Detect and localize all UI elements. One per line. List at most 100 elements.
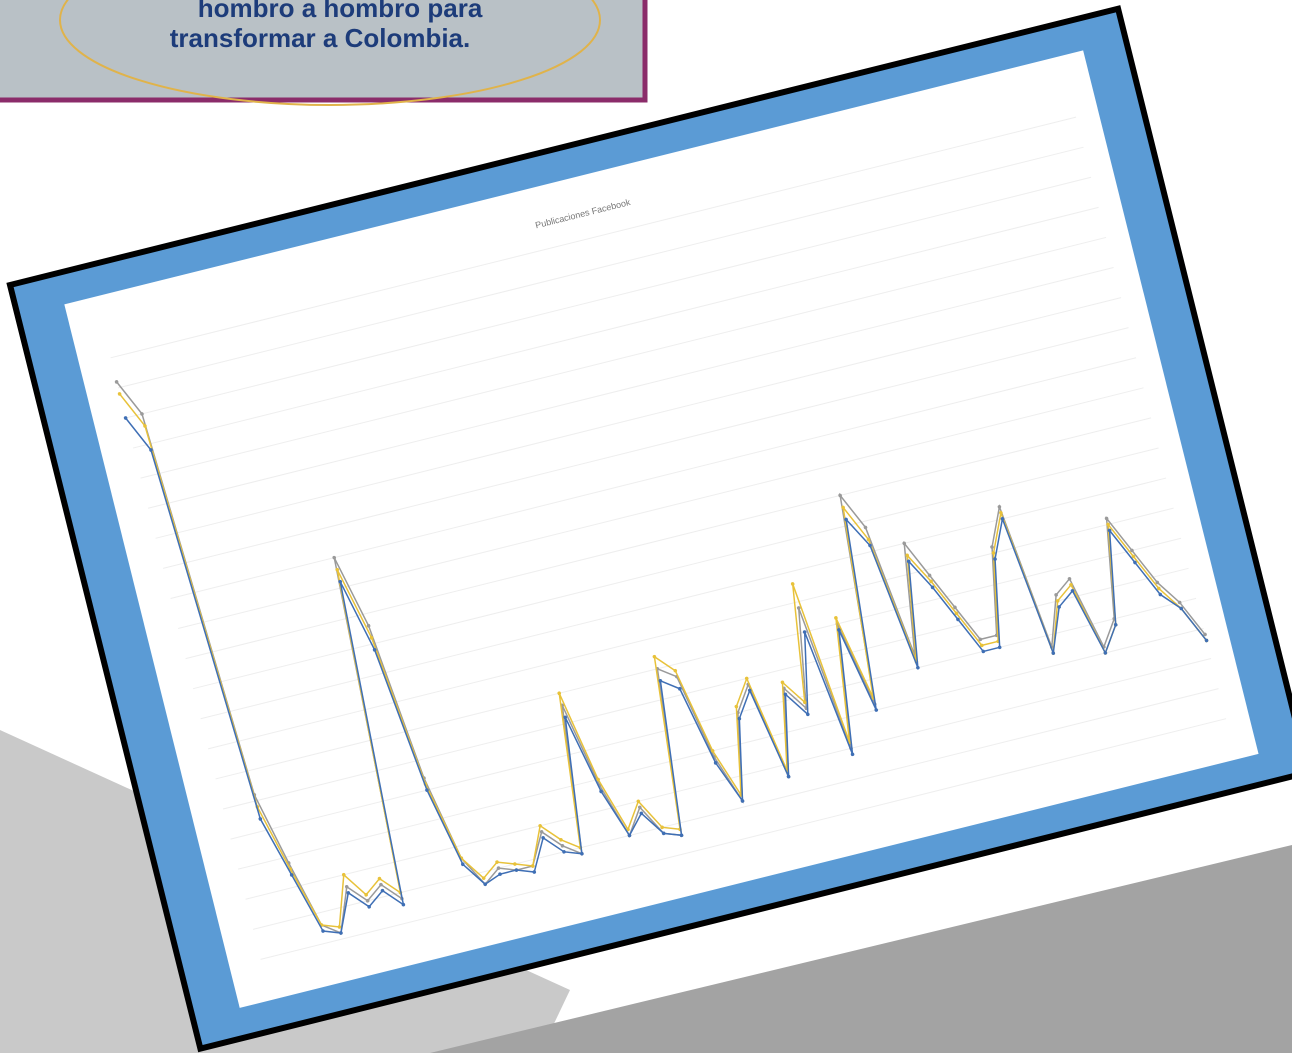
point [140,412,144,416]
slogan-line: hombro a hombro para [198,0,483,23]
point [258,817,263,821]
point [513,862,517,866]
point [747,688,752,693]
point [956,617,960,622]
point [916,665,920,670]
point [837,628,841,632]
point [737,716,742,721]
point [532,870,537,874]
point [339,931,343,935]
grid-line [155,297,1122,539]
point [1113,622,1118,627]
point [289,873,294,877]
point [927,573,932,578]
photo-ring [59,0,601,106]
point [1130,548,1134,553]
point [639,811,644,816]
point [481,876,486,881]
point [838,493,842,498]
point [997,505,1002,509]
series-line [125,417,1208,934]
point [803,700,807,705]
point [783,692,788,697]
point [780,680,785,685]
point [850,752,855,757]
point [538,824,542,828]
point [1067,577,1072,581]
point [997,645,1002,650]
grid-line [147,267,1114,509]
point [379,882,383,887]
point [117,392,122,396]
chart-area [64,50,1259,1008]
point [1131,554,1136,559]
point [559,837,563,842]
point [999,511,1003,515]
point [425,788,429,792]
point [902,541,907,546]
point [806,712,810,717]
grey-shape [430,845,1292,1053]
point [563,715,568,720]
grid-line [237,627,1204,870]
point [740,799,745,803]
point [868,543,872,548]
point [841,505,845,510]
point [796,606,801,610]
point [636,799,641,804]
point [790,582,795,586]
point [321,929,325,933]
grid-line [170,357,1137,599]
point [906,559,911,564]
point [114,380,119,384]
point [652,654,657,659]
point [744,676,749,681]
grid-line [200,477,1167,720]
point [1070,589,1075,593]
point [149,448,153,452]
point [834,616,838,620]
point [627,833,632,838]
point [599,789,603,794]
point [660,825,664,830]
grid-line [260,718,1227,960]
point [929,579,933,584]
point [1203,632,1207,637]
point [377,876,382,881]
point [1054,593,1058,597]
point [1057,605,1061,609]
point [930,585,935,590]
grid-line [132,206,1099,449]
point [580,851,584,856]
grid-line [140,236,1107,479]
point [1103,651,1108,655]
point [143,424,147,428]
point [1106,522,1110,527]
point [1133,560,1137,565]
point [337,925,342,929]
point [1179,606,1183,611]
point [954,611,959,616]
point [344,885,349,889]
point [1000,517,1005,521]
point [401,902,406,907]
point [366,623,371,628]
point [1069,583,1073,587]
point [596,777,600,782]
point [863,525,868,530]
point [557,691,562,696]
point [980,643,984,648]
point [530,864,535,868]
point [483,882,487,887]
grid-line [230,597,1197,840]
point [710,749,715,753]
point [332,555,337,560]
point [626,827,630,832]
point [365,898,370,903]
point [981,649,986,654]
point [539,830,544,834]
point [638,805,642,810]
grid-line [207,507,1174,750]
point [734,704,739,709]
